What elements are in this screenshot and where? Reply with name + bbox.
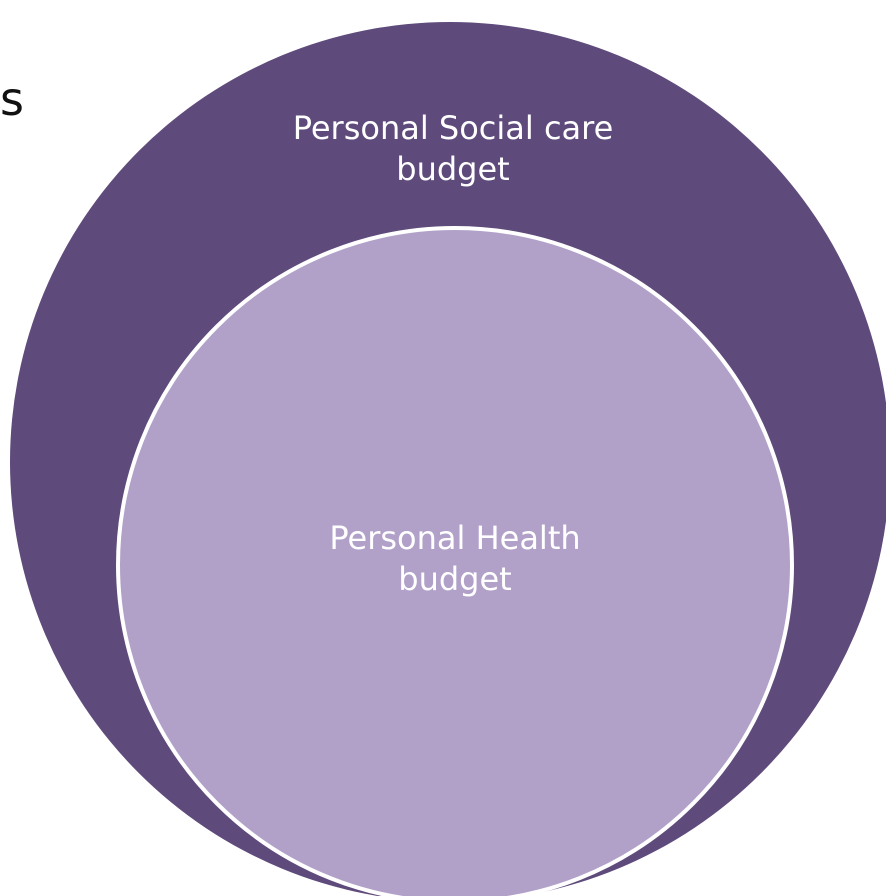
- outer-circle-label-line2: budget: [396, 149, 510, 188]
- inner-circle-health: [116, 226, 794, 896]
- inner-circle-label-line1: Personal Health: [329, 519, 581, 557]
- inner-circle-label: Personal Health budget: [215, 518, 695, 599]
- inner-circle-label-line2: budget: [398, 559, 512, 598]
- outer-circle-label: Personal Social care budget: [213, 108, 693, 189]
- outer-circle-label-line1: Personal Social care: [292, 109, 614, 147]
- slide-title-fragment: s: [0, 72, 24, 126]
